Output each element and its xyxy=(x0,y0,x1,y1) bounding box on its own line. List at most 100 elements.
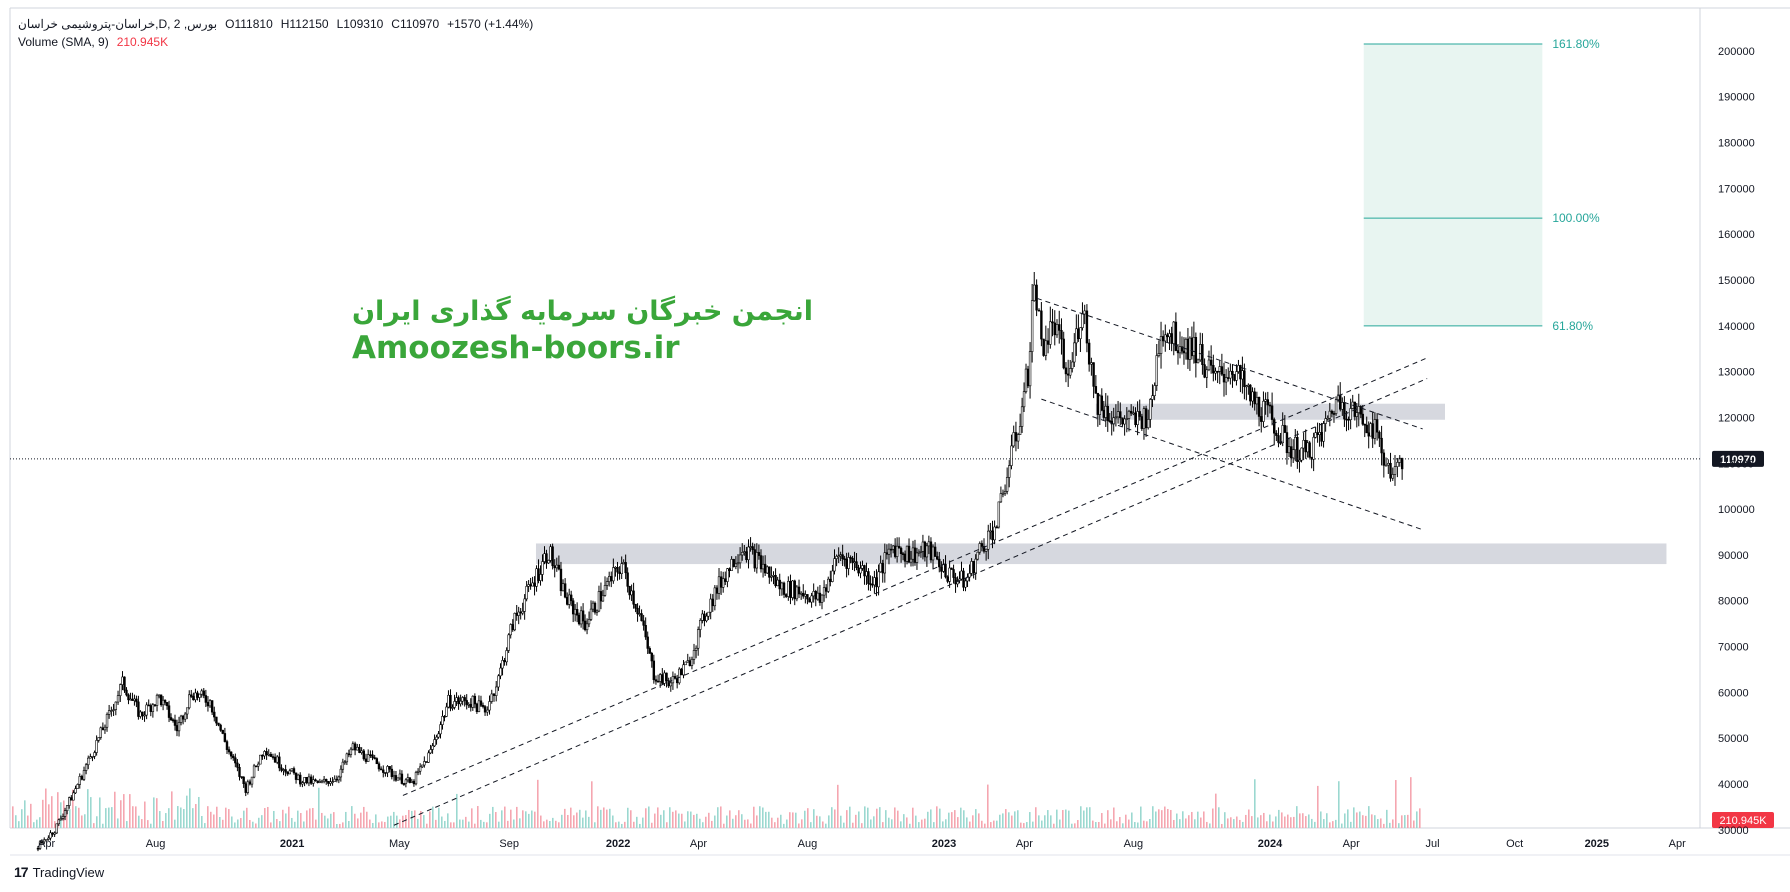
volume-bar xyxy=(963,810,965,828)
candle-body xyxy=(1033,284,1036,301)
candle-body xyxy=(459,700,462,705)
volume-bar xyxy=(1152,806,1154,828)
candle-body xyxy=(1051,321,1054,324)
candle-body xyxy=(628,586,631,596)
volume-bar xyxy=(30,803,32,828)
candle-body xyxy=(593,602,597,613)
candle-body xyxy=(1140,416,1144,429)
candle-body xyxy=(1147,419,1150,429)
candle-body xyxy=(49,832,52,839)
volume-bar xyxy=(1104,823,1106,828)
candle-body xyxy=(38,841,42,849)
candle-body xyxy=(881,562,884,574)
candle-body xyxy=(654,679,658,682)
candle-body xyxy=(579,610,583,625)
candle-body xyxy=(455,697,458,702)
volume-bar xyxy=(1242,821,1244,828)
volume-bar xyxy=(1050,815,1052,828)
candle-body xyxy=(652,660,656,680)
volume-bar xyxy=(810,822,812,828)
candle-body xyxy=(743,551,746,553)
volume-bar xyxy=(729,810,731,828)
volume-bar xyxy=(1032,821,1034,828)
candle-body xyxy=(453,701,456,708)
symbol-label[interactable]: خراسان-پتروشیمی خراسان,D, بورس, 2 xyxy=(18,17,218,31)
volume-bar xyxy=(1197,811,1199,828)
volume-bar xyxy=(717,807,719,828)
candle-body xyxy=(946,576,949,582)
candle-body xyxy=(1367,432,1370,437)
candle-body xyxy=(535,568,538,587)
candle-body xyxy=(682,664,685,676)
candle-body xyxy=(1400,457,1404,470)
volume-bar xyxy=(1359,811,1361,828)
candle-body xyxy=(630,590,633,596)
candle-body xyxy=(339,768,343,778)
candle-body xyxy=(1170,333,1173,344)
candle-body xyxy=(68,797,71,806)
volume-bar xyxy=(1206,821,1208,828)
volume-bar xyxy=(645,808,647,828)
current-price-label: 110970 xyxy=(1720,454,1756,466)
volume-bar xyxy=(312,808,314,828)
volume-bar xyxy=(1011,815,1013,828)
candle-body xyxy=(553,565,556,569)
candle-body xyxy=(887,548,891,555)
tradingview-logo[interactable]: 17 TradingView xyxy=(14,864,104,880)
volume-bar xyxy=(393,811,395,828)
candle-body xyxy=(475,703,479,712)
x-tick-label: Jul xyxy=(1425,838,1439,850)
candle-body xyxy=(1222,373,1226,383)
y-tick-label: 160000 xyxy=(1718,229,1755,241)
candle-body xyxy=(680,668,683,676)
candle-body xyxy=(362,750,366,760)
candle-body xyxy=(78,776,81,785)
candle-body xyxy=(523,598,526,612)
candle-body xyxy=(155,694,159,706)
candle-body xyxy=(1119,411,1122,419)
candle-body xyxy=(208,700,212,707)
volume-bar xyxy=(1173,819,1175,828)
candle-body xyxy=(161,699,165,706)
candle-body xyxy=(167,705,171,718)
volume-bar xyxy=(276,819,278,828)
candle-body xyxy=(931,546,935,561)
candle-body xyxy=(347,753,351,756)
candle-body xyxy=(1203,364,1206,378)
volume-bar xyxy=(891,819,893,828)
candle-body xyxy=(206,702,210,707)
candle-body xyxy=(1102,409,1105,418)
volume-bar xyxy=(1200,817,1202,828)
volume-bar xyxy=(1167,808,1169,828)
volume-bar xyxy=(1131,812,1133,828)
volume-indicator-label[interactable]: Volume (SMA, 9) xyxy=(18,35,109,49)
candle-body xyxy=(1391,474,1394,479)
volume-bar xyxy=(456,793,458,828)
volume-bar xyxy=(192,808,194,828)
candle-body xyxy=(974,558,977,574)
volume-bar xyxy=(1188,815,1190,828)
volume-bar xyxy=(747,819,749,828)
volume-bar xyxy=(120,800,122,828)
y-tick-label: 180000 xyxy=(1718,138,1755,150)
candle-body xyxy=(774,575,777,587)
volume-bar xyxy=(309,808,311,828)
candle-body xyxy=(843,558,846,561)
volume-bar xyxy=(1338,781,1340,828)
volume-bar xyxy=(780,814,782,828)
candle-body xyxy=(1371,423,1374,439)
volume-bar xyxy=(1377,819,1379,828)
candle-body xyxy=(1077,328,1080,340)
candle-body xyxy=(165,702,169,707)
candle-body xyxy=(753,549,756,569)
volume-bar xyxy=(1053,823,1055,828)
volume-bar xyxy=(279,821,281,828)
candle-body xyxy=(373,757,376,759)
candle-body xyxy=(1316,432,1319,435)
volume-bar xyxy=(1401,815,1403,828)
volume-bar xyxy=(870,819,872,828)
candle-body xyxy=(97,737,100,741)
volume-bar xyxy=(342,822,344,828)
candle-body xyxy=(1266,399,1269,406)
